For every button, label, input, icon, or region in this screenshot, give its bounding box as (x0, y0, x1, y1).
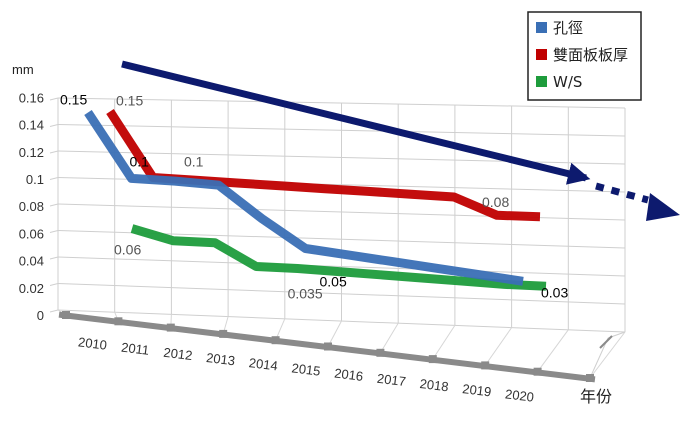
data-label: 0.15 (116, 93, 143, 109)
gridline-floor (327, 320, 342, 347)
x-axis: 2010 2011 2012 2013 2014 2015 2016 2017 2018 2019… (58, 311, 613, 405)
legend-label: W/S (553, 73, 582, 91)
x-axis-tick (376, 348, 385, 357)
trend-arrow-tip (646, 193, 680, 221)
side-panel-edge (589, 337, 609, 379)
x-axis-tick (219, 329, 228, 338)
x-tick-label: 2015 (291, 360, 322, 378)
legend-label: 雙面板板厚 (553, 46, 628, 64)
y-tick-label: 0.16 (19, 90, 44, 105)
data-label: 0.15 (60, 92, 87, 108)
legend-swatch (536, 76, 547, 87)
y-tick-label: 0.06 (19, 226, 44, 241)
legend-swatch (536, 49, 547, 60)
y-tick-label: 0.02 (19, 281, 44, 296)
trend-arrow (121, 60, 680, 221)
x-tick-label: 2016 (333, 366, 364, 384)
x-axis-tick (586, 374, 594, 382)
gridline-side (49, 283, 59, 286)
x-tick-label: 2011 (120, 340, 150, 358)
series-line (130, 224, 547, 291)
gridline-side (49, 203, 59, 207)
y-axis-ticks: 0 0.02 0.04 0.06 0.08 0.1 0.12 0.14 0.16 (19, 90, 44, 323)
x-axis-tick (166, 323, 175, 332)
chart-grid (49, 97, 626, 379)
data-label: 0.06 (114, 242, 141, 258)
trend-arrow-dashed (595, 182, 649, 204)
y-tick-label: 0.08 (19, 199, 44, 214)
data-labels: 0.15 0.1 0.05 0.03 0.15 0.1 0.08 0.06 0.035 (60, 92, 568, 302)
series-line (84, 110, 524, 286)
gridline-side (49, 150, 59, 154)
y-tick-label: 0.04 (19, 254, 44, 269)
y-tick-label: 0.14 (19, 118, 44, 133)
x-tick-label: 2013 (205, 350, 236, 368)
x-tick-label: 2020 (504, 386, 535, 404)
data-label: 0.1 (130, 153, 150, 169)
gridline-side (49, 230, 59, 233)
x-tick-label: 2014 (248, 355, 279, 373)
data-label: 0.03 (541, 284, 568, 300)
x-tick-label: 2012 (163, 345, 194, 363)
x-axis-tick (114, 317, 123, 326)
gridline-side (49, 97, 59, 101)
gridline-side (49, 124, 59, 127)
gridline-floor (379, 322, 399, 354)
y-tick-label: 0.1 (26, 172, 44, 187)
x-axis-end-tick (599, 335, 613, 349)
data-label: 0.08 (482, 194, 509, 210)
data-label: 0.05 (320, 274, 347, 290)
x-axis-tick (62, 311, 70, 319)
series-lines (84, 109, 547, 291)
x-axis-tick (324, 342, 332, 351)
gridline-side (49, 309, 59, 313)
trend-arrow-line (121, 60, 591, 185)
legend-label: 孔徑 (553, 19, 583, 37)
x-tick-label: 2018 (419, 376, 450, 394)
x-axis-title: 年份 (580, 387, 612, 406)
data-label: 0.035 (288, 285, 323, 301)
gridline-floor (432, 325, 456, 360)
y-tick-label: 0.12 (19, 145, 44, 160)
x-axis-tick (271, 336, 280, 345)
x-axis-tick (533, 367, 542, 376)
y-axis-label: mm (12, 62, 34, 77)
x-axis-tick (481, 361, 490, 370)
gridline-side (49, 256, 59, 260)
gridline-floor (589, 331, 626, 379)
x-tick-label: 2010 (77, 334, 108, 352)
y-tick-label: 0 (37, 308, 44, 323)
data-label: 0.1 (184, 153, 204, 169)
x-axis-tick (428, 355, 437, 364)
x-tick-label: 2017 (376, 371, 407, 389)
gridline-floor (484, 327, 513, 366)
gridline-side (49, 177, 59, 180)
gridline-floor (537, 329, 569, 372)
legend-swatch (536, 22, 547, 33)
x-tick-label: 2019 (462, 381, 493, 399)
